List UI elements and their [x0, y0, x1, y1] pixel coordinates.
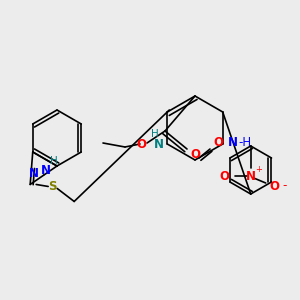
Text: O: O [220, 169, 230, 182]
Text: O: O [136, 139, 146, 152]
Text: H: H [152, 129, 159, 139]
Text: H: H [50, 156, 58, 166]
Text: O: O [190, 148, 200, 161]
Text: N: N [40, 164, 51, 177]
Text: +: + [255, 164, 262, 173]
Text: N: N [228, 136, 238, 148]
Text: N: N [28, 167, 38, 180]
Text: O: O [270, 179, 280, 193]
Text: -: - [283, 179, 287, 193]
Text: S: S [48, 180, 56, 193]
Text: -H: -H [238, 136, 251, 148]
Text: N: N [246, 169, 256, 182]
Text: N: N [154, 139, 164, 152]
Text: O: O [213, 136, 223, 149]
